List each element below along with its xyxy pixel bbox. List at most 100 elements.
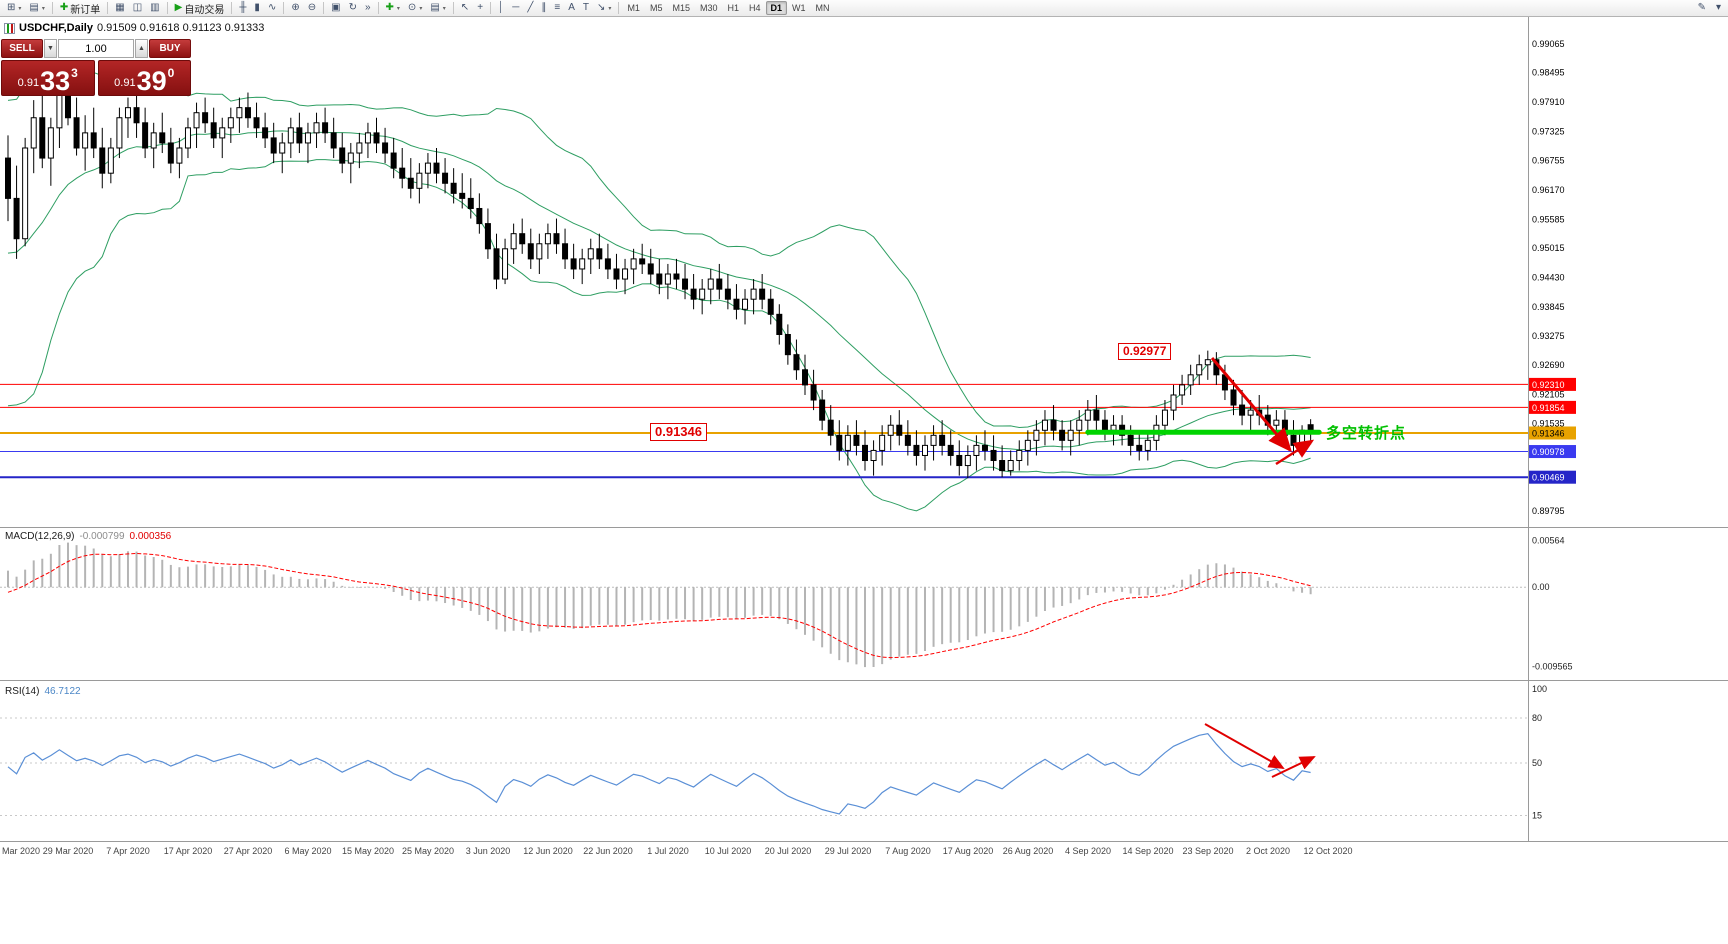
price-axis-label: 0.92105 <box>1532 390 1565 400</box>
crosshair-icon[interactable]: + <box>473 1 487 16</box>
buy-price-point: 0 <box>167 66 175 80</box>
date-axis-label: 2 Oct 2020 <box>1246 846 1290 856</box>
toolbar-separator <box>490 2 492 14</box>
candle-body <box>930 434 937 446</box>
chart-shift-icon[interactable]: » <box>361 1 375 16</box>
edit-toolbar-icon[interactable]: ✎ <box>1694 1 1710 16</box>
new-order-button[interactable]: ✚ 新订单 <box>56 1 104 16</box>
tile-windows-icon: ▣ <box>331 2 341 13</box>
macd-indicator-label: MACD(12,26,9) -0.000799 0.000356 <box>5 531 171 542</box>
fibonacci-icon[interactable]: ≡ <box>550 1 564 16</box>
market-watch-icon[interactable]: ▦ <box>111 1 128 16</box>
auto-trading-button[interactable]: ▶ 自动交易 <box>171 1 229 16</box>
equidistant-channel-icon: ∥ <box>541 2 547 13</box>
price-axis-label: 0.91535 <box>1532 418 1565 428</box>
navigator-icon[interactable]: ▥ <box>146 1 163 16</box>
timeframe-m1-button[interactable]: M1 <box>622 1 645 15</box>
date-axis-label: 12 Jun 2020 <box>523 846 573 856</box>
candle-body <box>416 172 423 189</box>
peak-price-label[interactable]: 0.92977 <box>1118 343 1172 360</box>
candle-body <box>527 243 534 260</box>
line-chart-icon[interactable]: ∿ <box>264 1 280 16</box>
candle-body <box>587 248 594 260</box>
timeframe-mn-button[interactable]: MN <box>811 1 835 15</box>
fibonacci-icon: ≡ <box>554 2 561 13</box>
periods-icon[interactable]: ⊙ ▾ <box>404 1 426 16</box>
candle-body <box>13 197 20 240</box>
auto-scroll-icon[interactable]: ↻ <box>345 1 361 16</box>
candle-body <box>827 419 834 436</box>
date-axis-label: 23 Sep 2020 <box>1182 846 1233 856</box>
buy-button[interactable]: BUY <box>149 39 191 58</box>
candle-body <box>742 298 749 310</box>
chart-window-icon <box>4 22 15 34</box>
trendline-icon: ╱ <box>527 2 534 13</box>
sell-price-point: 3 <box>71 66 78 80</box>
axis-flag-0.91854 <box>1529 400 1576 414</box>
candle-body <box>1067 429 1074 441</box>
rsi-downtrend-arrow[interactable] <box>1204 723 1285 769</box>
crosshair-icon: + <box>477 2 484 13</box>
tile-windows-icon[interactable]: ▣ <box>327 1 344 16</box>
bar-chart-icon[interactable]: ╫ <box>235 1 250 16</box>
price-downtrend-arrow[interactable] <box>1210 357 1292 453</box>
timeframe-d1-button[interactable]: D1 <box>765 1 788 15</box>
rsi-bounce-arrow[interactable] <box>1271 756 1316 778</box>
candle-body <box>784 333 791 356</box>
trendline-icon[interactable]: ╱ <box>523 1 537 16</box>
candle-body <box>330 132 337 149</box>
volume-down-button[interactable]: ▼ <box>44 39 57 58</box>
zoom-in-icon[interactable]: ⊕ <box>287 1 303 16</box>
vertical-line-icon[interactable]: │ <box>494 1 508 16</box>
rsi-panel <box>0 717 1528 816</box>
cursor-icon[interactable]: ↖ <box>457 1 473 16</box>
toolbar-separator <box>51 2 53 14</box>
text-label-icon[interactable]: T <box>579 1 593 16</box>
text-icon[interactable]: A <box>564 1 579 16</box>
candle-body <box>1161 409 1168 426</box>
sell-button[interactable]: SELL <box>1 39 43 58</box>
timeframe-h4-button[interactable]: H4 <box>744 1 766 15</box>
turning-point-label[interactable]: 多空转折点 <box>1326 425 1407 442</box>
volume-input[interactable] <box>58 39 134 58</box>
candlestick-chart-icon[interactable]: ▮ <box>250 1 264 16</box>
candle-body <box>1110 424 1117 431</box>
new-chart-icon[interactable]: ⊞ ▾ <box>3 1 25 16</box>
horizontal-line-icon[interactable]: ─ <box>508 1 523 16</box>
price-bounce-arrow[interactable] <box>1275 439 1315 466</box>
volume-up-button[interactable]: ▲ <box>135 39 148 58</box>
buy-price-pips: 39 <box>136 66 167 97</box>
indicators-icon[interactable]: ✚ ▾ <box>382 1 404 16</box>
timeframe-h1-button[interactable]: H1 <box>723 1 745 15</box>
candle-body <box>819 399 826 421</box>
support-price-label[interactable]: 0.91346 <box>650 423 707 441</box>
arrows-icon[interactable]: ↘ ▾ <box>593 1 615 16</box>
equidistant-channel-icon[interactable]: ∥ <box>537 1 550 16</box>
data-window-icon[interactable]: ◫ <box>129 1 146 16</box>
candle-body <box>647 263 654 275</box>
candle-body <box>759 288 766 300</box>
buy-price-display[interactable]: 0.91 39 0 <box>97 60 191 97</box>
candle-body <box>793 354 800 371</box>
timeframe-m15-button[interactable]: M15 <box>667 1 695 15</box>
candle-body <box>116 117 123 149</box>
candle-body <box>1041 419 1048 431</box>
timeframe-w1-button[interactable]: W1 <box>787 1 811 15</box>
timeframe-m30-button[interactable]: M30 <box>695 1 723 15</box>
timeframe-m5-button[interactable]: M5 <box>645 1 668 15</box>
candle-body <box>167 142 174 164</box>
templates-icon[interactable]: ▤ ▾ <box>426 1 449 16</box>
candle-body <box>270 137 277 154</box>
date-axis-label: 7 Apr 2020 <box>106 846 150 856</box>
candle-body <box>399 167 406 179</box>
candle-body <box>1033 429 1040 441</box>
candle-body <box>424 162 431 174</box>
sell-price-display[interactable]: 0.91 33 3 <box>1 60 95 96</box>
zoom-out-icon[interactable]: ⊖ <box>304 1 320 16</box>
axis-flag-0.92310 <box>1529 377 1576 391</box>
price-axis: 0.92310 0.91854 0.91346 0.90978 0.90469 0.990… <box>1529 39 1576 821</box>
toolbar-options-icon[interactable]: ▾ <box>1712 1 1725 16</box>
candle-body <box>707 278 714 290</box>
navigator-icon: ▥ <box>150 2 160 13</box>
chart-profiles-icon[interactable]: ▤ ▾ <box>25 1 48 16</box>
